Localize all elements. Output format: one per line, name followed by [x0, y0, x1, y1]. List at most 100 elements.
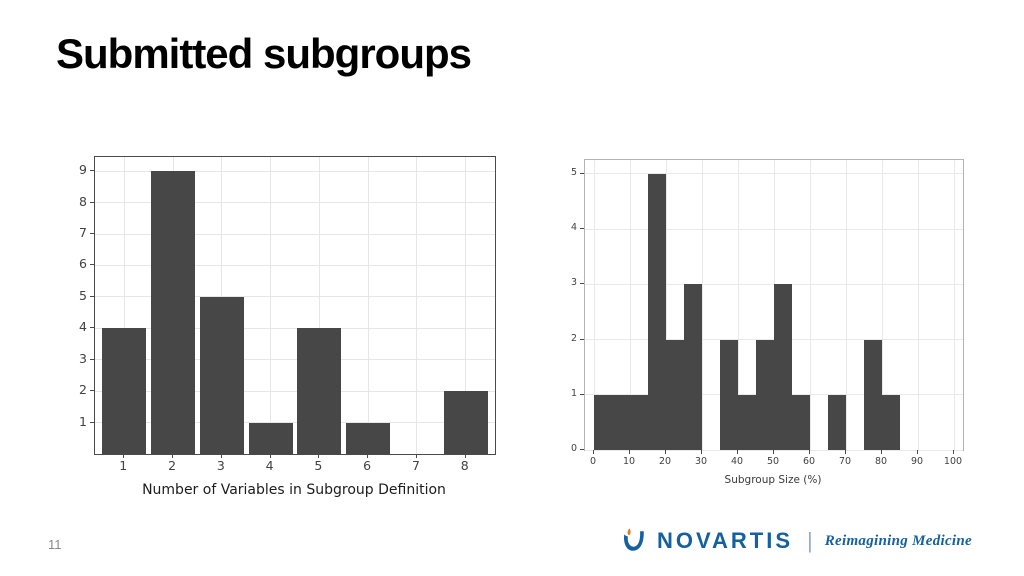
y-tick-label: 6	[79, 256, 87, 272]
y-tick-mark	[580, 449, 584, 450]
x-tick-mark	[737, 450, 738, 454]
y-gridline	[95, 390, 495, 392]
x-tick-label: 8	[460, 458, 469, 473]
x-tick-mark	[917, 450, 918, 454]
x-tick-mark	[629, 450, 630, 454]
y-tick-label: 4	[79, 319, 87, 335]
histogram-bar	[828, 394, 846, 450]
y-tick-label: 3	[79, 350, 87, 366]
y-gridline	[585, 449, 963, 451]
chart-variables-xlabel: Number of Variables in Subgroup Definiti…	[142, 482, 446, 498]
y-tick-label: 8	[79, 193, 87, 209]
y-tick-mark	[580, 228, 584, 230]
brand-tagline: Reimagining Medicine	[824, 532, 972, 549]
x-gridline	[953, 160, 955, 450]
x-tick-mark	[318, 454, 320, 458]
histogram-bar	[666, 339, 684, 450]
y-gridline	[95, 202, 495, 204]
histogram-bar	[738, 394, 756, 450]
histogram-bar	[151, 171, 195, 454]
x-tick-label: 0	[589, 456, 597, 467]
y-tick-mark	[580, 393, 584, 395]
x-tick-mark	[123, 454, 125, 458]
x-tick-mark	[809, 450, 810, 454]
y-tick-mark	[580, 283, 584, 285]
chart-variables-histogram: Number of Variables in Subgroup Definiti…	[57, 153, 499, 500]
histogram-bar	[756, 339, 774, 450]
x-tick-label: 60	[802, 456, 816, 467]
x-tick-label: 10	[622, 456, 636, 467]
x-gridline	[270, 157, 272, 454]
x-gridline	[629, 160, 631, 450]
x-tick-label: 2	[168, 458, 177, 473]
x-tick-label: 70	[838, 456, 852, 467]
x-tick-label: 4	[265, 458, 274, 473]
y-tick-label: 4	[570, 222, 577, 234]
histogram-bar	[792, 394, 810, 450]
x-tick-label: 1	[119, 458, 128, 473]
y-tick-label: 7	[79, 225, 87, 240]
x-tick-mark	[269, 454, 271, 458]
y-gridline	[95, 359, 495, 361]
y-tick-mark	[580, 172, 584, 174]
x-gridline	[737, 160, 739, 450]
x-tick-mark	[953, 450, 954, 454]
histogram-bar	[297, 328, 342, 454]
y-gridline	[95, 170, 495, 172]
x-gridline	[845, 160, 847, 450]
histogram-bar	[864, 339, 882, 450]
y-tick-mark	[90, 233, 94, 234]
x-tick-label: 90	[910, 456, 924, 467]
x-tick-mark	[367, 454, 369, 458]
y-tick-label: 1	[79, 413, 87, 429]
x-tick-label: 3	[216, 458, 225, 473]
x-tick-label: 50	[766, 456, 780, 467]
histogram-bar	[443, 391, 488, 454]
y-tick-label: 2	[570, 332, 577, 344]
x-tick-label: 5	[314, 458, 323, 473]
chart-subgroup-size-xlabel: Subgroup Size (%)	[724, 474, 822, 486]
x-tick-mark	[593, 450, 594, 454]
histogram-bar	[612, 394, 630, 450]
x-tick-mark	[415, 454, 417, 458]
x-gridline	[416, 157, 418, 454]
x-gridline	[809, 160, 811, 450]
y-tick-mark	[90, 295, 94, 297]
histogram-bar	[248, 422, 293, 454]
y-tick-mark	[90, 421, 94, 423]
y-tick-label: 3	[570, 277, 577, 289]
x-gridline	[665, 160, 667, 450]
histogram-bar	[882, 394, 900, 450]
x-tick-mark	[220, 454, 222, 458]
x-tick-label: 40	[730, 456, 744, 467]
y-gridline	[95, 327, 495, 329]
x-gridline	[593, 160, 595, 450]
y-tick-label: 5	[79, 287, 87, 303]
y-tick-label: 0	[570, 443, 577, 454]
y-tick-mark	[90, 358, 94, 360]
histogram-bar	[102, 328, 147, 454]
y-gridline	[95, 233, 495, 235]
x-gridline	[917, 160, 919, 450]
brand-separator: |	[807, 528, 813, 553]
y-gridline	[95, 422, 495, 424]
x-gridline	[318, 157, 320, 454]
x-tick-label: 6	[363, 458, 372, 473]
x-gridline	[367, 157, 369, 454]
histogram-bar	[774, 284, 792, 450]
x-tick-mark	[464, 454, 466, 458]
page-number: 11	[48, 537, 62, 552]
y-tick-mark	[90, 264, 94, 266]
y-tick-mark	[580, 338, 584, 340]
histogram-bar	[720, 339, 738, 450]
histogram-bar	[199, 296, 244, 454]
y-tick-label: 1	[570, 387, 577, 399]
x-gridline	[465, 157, 467, 454]
x-tick-label: 80	[874, 456, 888, 467]
x-tick-label: 100	[943, 456, 963, 467]
x-tick-mark	[665, 450, 666, 454]
x-tick-mark	[172, 454, 174, 458]
x-tick-label: 20	[658, 456, 672, 467]
y-tick-label: 5	[570, 166, 577, 178]
